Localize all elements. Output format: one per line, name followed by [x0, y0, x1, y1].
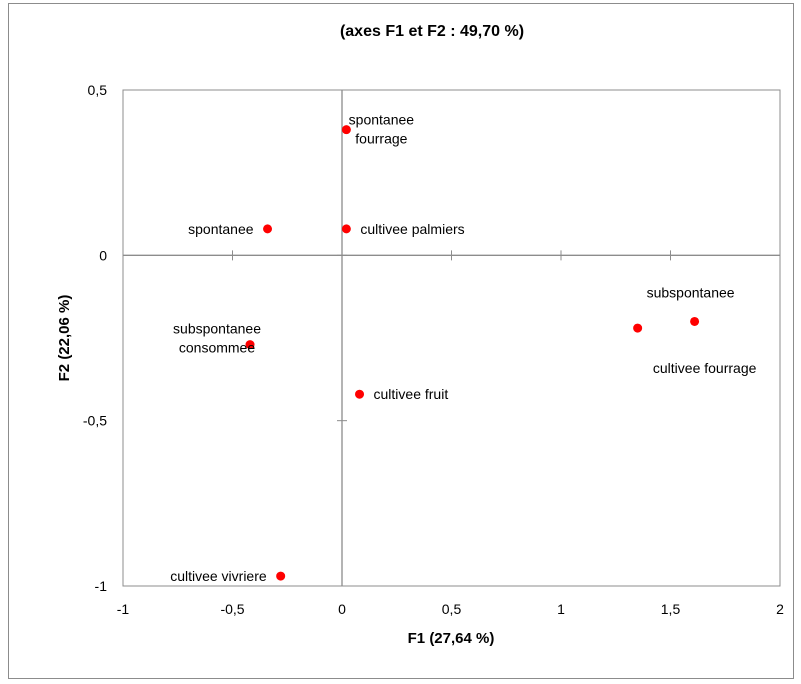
point-label: spontanee fourrage — [349, 112, 415, 147]
x-tick-label: -1 — [117, 601, 130, 617]
x-tick-label: 0,5 — [442, 601, 462, 617]
y-tick-label: 0 — [99, 247, 107, 263]
data-point — [633, 323, 643, 333]
x-tick-label: 1 — [557, 601, 565, 617]
x-axis — [122, 250, 781, 261]
data-point — [690, 316, 700, 326]
data-point — [355, 389, 365, 399]
point-label: spontanee — [188, 221, 254, 237]
plot-area — [122, 89, 781, 587]
chart-frame — [8, 3, 794, 679]
y-tick-labels: 0,5 0 -0,5 -1 — [83, 82, 107, 594]
point-label: cultivee palmiers — [360, 221, 464, 237]
data-point — [263, 224, 273, 234]
x-tick-label: 0 — [338, 601, 346, 617]
data-point — [341, 224, 351, 234]
point-label: cultivee vivriere — [170, 568, 267, 584]
y-tick-label: -0,5 — [83, 413, 107, 429]
point-label: subspontanee consommee — [173, 321, 261, 356]
point-label: cultivee fourrage — [653, 360, 757, 376]
data-points — [245, 125, 700, 581]
x-tick-label: 2 — [776, 601, 784, 617]
data-point — [341, 125, 351, 135]
point-labels: spontanee fourrage cultivee palmiers sponta… — [170, 112, 756, 584]
y-axis — [337, 89, 347, 587]
x-axis-title: F1 (27,64 %) — [408, 630, 495, 647]
y-axis-title: F2 (22,06 %) — [56, 295, 73, 382]
chart-title: (axes F1 et F2 : 49,70 %) — [340, 23, 524, 40]
x-tick-label: 1,5 — [661, 601, 681, 617]
y-tick-label: -1 — [95, 578, 108, 594]
point-label: cultivee fruit — [374, 386, 449, 402]
x-tick-labels: -1 -0,5 0 0,5 1 1,5 2 — [117, 601, 784, 617]
y-tick-label: 0,5 — [88, 82, 108, 98]
x-tick-label: -0,5 — [220, 601, 244, 617]
data-point — [245, 340, 255, 350]
data-point — [276, 571, 286, 581]
point-label: subspontanee — [647, 284, 735, 300]
